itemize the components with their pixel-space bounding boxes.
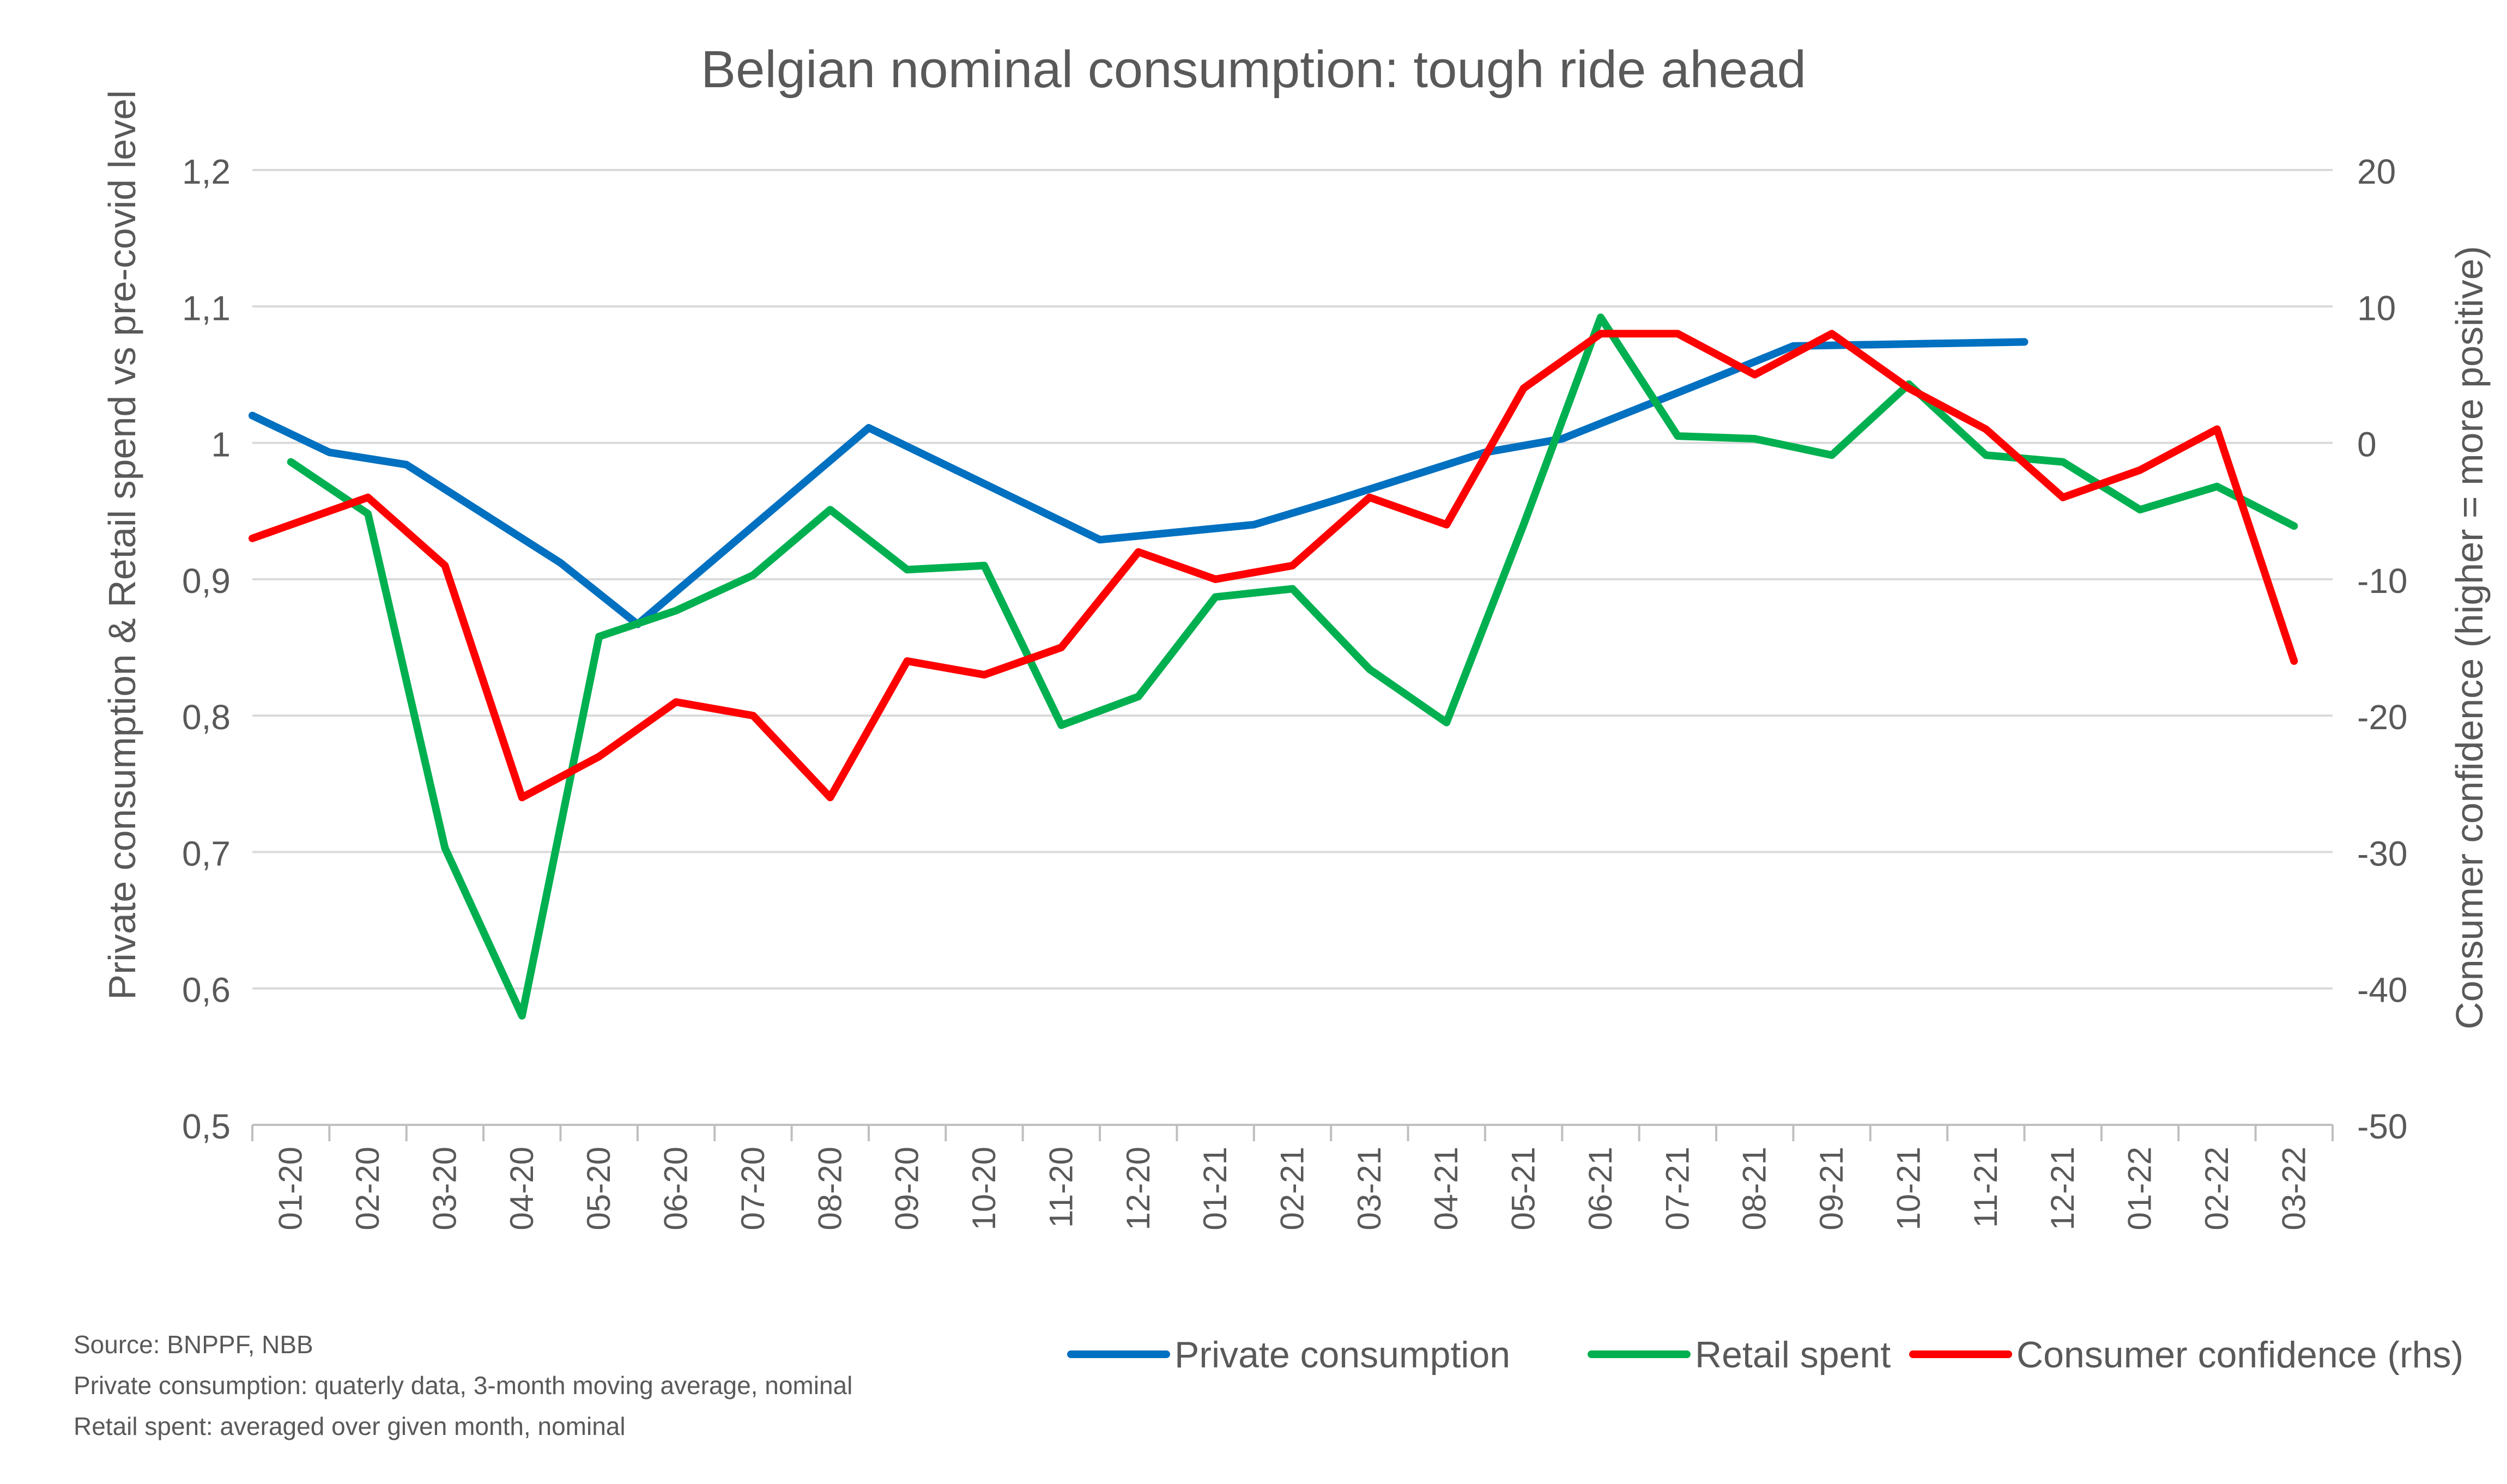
left-tick-label: 0,7 (182, 834, 231, 873)
right-tick-label: -40 (2357, 971, 2408, 1010)
x-tick-label: 10-21 (1890, 1147, 1927, 1230)
right-axis-label: Consumer confidence (higher = more posit… (2448, 246, 2491, 1029)
x-tick-label: 12-20 (1120, 1147, 1156, 1230)
x-tick-label: 09-20 (889, 1147, 925, 1230)
right-tick-label: -30 (2357, 834, 2408, 873)
legend-label: Retail spent (1695, 1334, 1891, 1376)
x-tick-label: 04-20 (504, 1147, 540, 1230)
right-tick-label: -10 (2357, 561, 2408, 601)
x-tick-label: 06-20 (658, 1147, 694, 1230)
x-tick-label: 02-22 (2199, 1147, 2235, 1230)
left-tick-label: 1,1 (182, 288, 231, 328)
legend-label: Private consumption (1174, 1334, 1510, 1376)
right-tick-label: -20 (2357, 698, 2408, 737)
series-line-retail-spent (287, 313, 2298, 1020)
x-tick-label: 10-20 (966, 1147, 1002, 1230)
x-tick-label: 01-22 (2122, 1147, 2158, 1230)
x-tick-label: 05-20 (580, 1147, 617, 1230)
left-tick-label: 1,2 (182, 152, 231, 191)
x-tick-label: 06-21 (1582, 1147, 1619, 1230)
x-tick-label: 11-20 (1043, 1147, 1079, 1228)
left-tick-label: 0,9 (182, 561, 231, 601)
right-tick-label: 0 (2357, 425, 2377, 464)
left-tick-label: 1 (211, 425, 231, 464)
x-tick-label: 07-20 (735, 1147, 771, 1230)
chart-title: Belgian nominal consumption: tough ride … (701, 40, 1806, 99)
x-tick-label: 04-21 (1428, 1147, 1464, 1230)
x-tick-label: 12-21 (2044, 1147, 2081, 1230)
series-line-private-consumption (249, 338, 2028, 628)
right-tick-label: 20 (2357, 152, 2396, 191)
x-tick-label: 03-21 (1351, 1147, 1388, 1230)
x-tick-label: 08-20 (812, 1147, 848, 1230)
note-source: Source: BNPPF, NBB (74, 1330, 313, 1359)
left-axis-label: Private consumption & Retail spend vs pr… (101, 90, 143, 1000)
x-tick-label: 08-21 (1736, 1147, 1773, 1230)
legend: Private consumption Retail spent Consumer … (1067, 1334, 2463, 1376)
series-line-consumer-confidence-rhs (249, 330, 2298, 802)
left-tick-label: 0,5 (182, 1107, 231, 1146)
series-layer (249, 313, 2298, 1020)
note-retail-spent: Retail spent: averaged over given month,… (74, 1412, 626, 1440)
x-tick-label: 02-20 (349, 1147, 386, 1230)
x-tick-label: 01-20 (272, 1147, 309, 1230)
left-tick-label: 0,6 (182, 971, 231, 1010)
x-tick-label: 02-21 (1274, 1147, 1311, 1230)
note-private-consumption: Private consumption: quaterly data, 3-mo… (74, 1371, 852, 1400)
source-notes: Source: BNPPF, NBB Private consumption: … (74, 1330, 852, 1440)
left-tick-label: 0,8 (182, 698, 231, 737)
x-tick-label: 03-20 (426, 1147, 463, 1230)
x-tick-label: 09-21 (1813, 1147, 1850, 1230)
right-tick-label: 10 (2357, 288, 2396, 328)
left-axis-ticks: 0,5 0,6 0,7 0,8 0,9 1 1,1 1,2 (182, 152, 231, 1146)
x-tick-label: 05-21 (1505, 1147, 1542, 1230)
right-axis-ticks: -50 -40 -30 -20 -10 0 10 20 (2357, 152, 2408, 1146)
right-tick-label: -50 (2357, 1107, 2408, 1146)
x-tick-label: 07-21 (1659, 1147, 1695, 1230)
x-tick-label: 03-22 (2275, 1147, 2312, 1230)
x-tick-label: 11-21 (1967, 1147, 2004, 1228)
x-tick-label: 01-21 (1197, 1147, 1233, 1230)
legend-label: Consumer confidence (rhs) (2017, 1334, 2463, 1376)
x-axis: 01-20 02-20 03-20 04-20 05-20 06-20 07-20 08-20… (251, 1124, 2334, 1230)
gridlines (252, 169, 2333, 990)
